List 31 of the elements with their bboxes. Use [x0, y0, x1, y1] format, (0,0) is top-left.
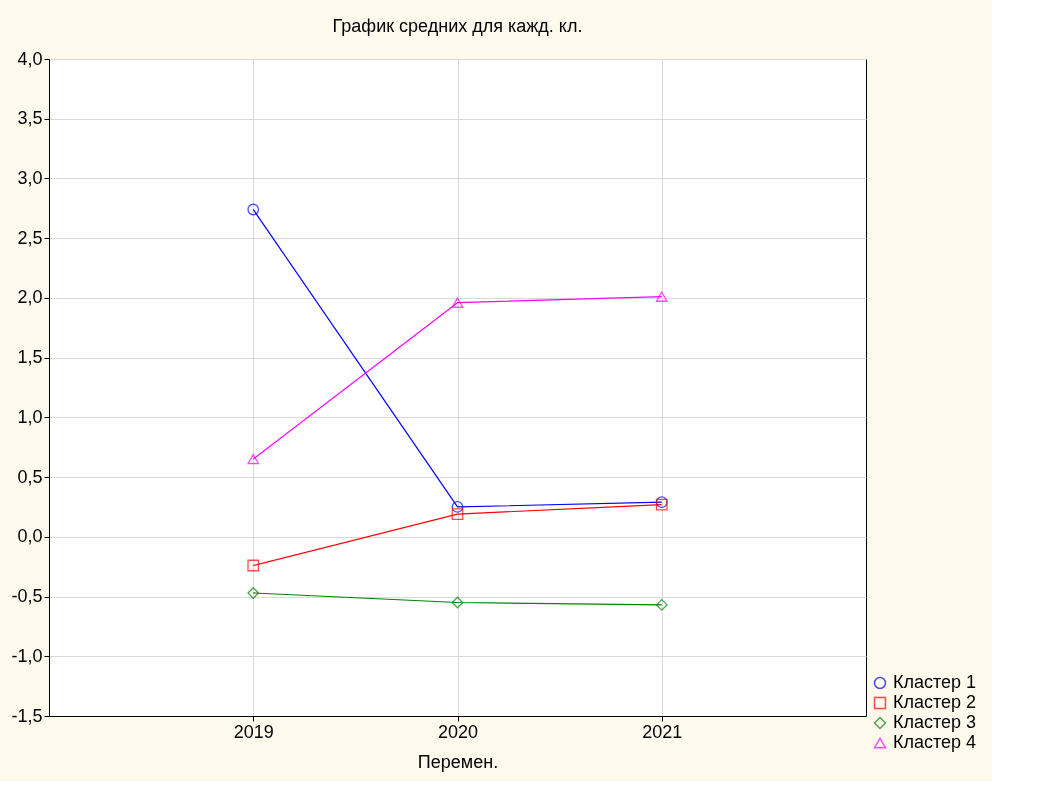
chart-title: График средних для кажд. кл. [332, 16, 583, 36]
y-tick-label: 1,5 [17, 347, 43, 368]
y-tick-label: 3,5 [17, 108, 43, 129]
y-tick-label: 1,0 [17, 406, 43, 427]
point [247, 587, 260, 599]
x-tick-label: 2019 [233, 721, 274, 742]
x-tick-label: 2021 [642, 721, 683, 742]
y-tick-label: 2,5 [17, 227, 43, 248]
y-tick-label: 4,0 [17, 48, 43, 69]
point [451, 508, 464, 521]
legend-label: Кластер 3 [893, 712, 977, 732]
point [451, 501, 464, 513]
point [247, 559, 260, 572]
point [451, 297, 464, 308]
point [247, 453, 260, 465]
y-tick-label: -1,0 [11, 645, 43, 666]
legend-label: Кластер 1 [893, 672, 977, 692]
point [451, 596, 464, 609]
point [655, 599, 668, 611]
point [655, 291, 668, 302]
point [247, 203, 260, 216]
y-tick-label: -1,5 [11, 705, 43, 726]
y-tick-label: 3,0 [17, 167, 43, 188]
x-tick-label: 2020 [437, 721, 479, 742]
y-tick-label: 0,5 [17, 466, 43, 487]
legend-label: Кластер 4 [893, 732, 977, 752]
x-axis-title: Перемен. [417, 751, 499, 772]
y-tick-label: 2,0 [17, 287, 43, 308]
y-tick-label: 0,0 [17, 526, 43, 547]
legend-label: Кластер 2 [893, 692, 977, 712]
y-tick-label: -0,5 [11, 586, 43, 607]
